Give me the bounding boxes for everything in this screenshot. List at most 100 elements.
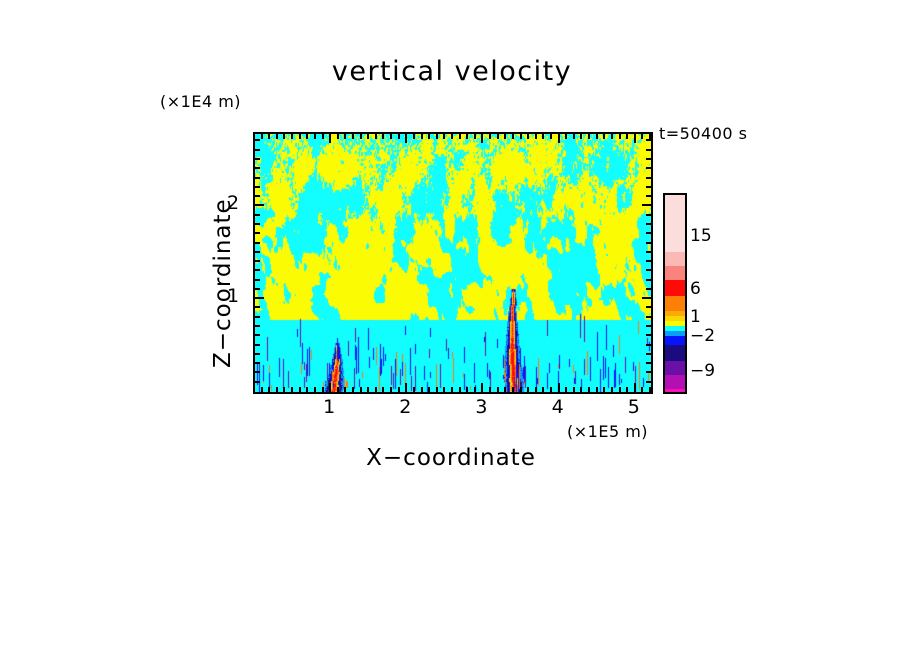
y-tick: [646, 195, 651, 197]
x-tick: [580, 387, 582, 392]
x-tick: [276, 387, 278, 392]
colorbar-tick-label: −2: [690, 326, 716, 346]
x-tick: [421, 387, 423, 392]
x-tick: [398, 387, 400, 392]
y-tick: [646, 251, 651, 253]
x-tick: [596, 134, 598, 139]
x-tick: [512, 134, 514, 139]
x-tick: [459, 387, 461, 392]
x-tick-label: 1: [323, 396, 336, 418]
colorbar-band: [665, 280, 685, 296]
x-tick: [352, 387, 354, 392]
x-tick: [535, 387, 537, 392]
x-tick: [474, 387, 476, 392]
x-tick: [504, 387, 506, 392]
y-tick: [255, 139, 260, 141]
colorbar-tick-label: 15: [690, 226, 712, 246]
x-tick: [611, 387, 613, 392]
y-tick: [255, 288, 260, 290]
x-tick: [520, 387, 522, 392]
x-tick: [641, 134, 643, 139]
x-tick: [512, 387, 514, 392]
x-tick: [451, 134, 453, 139]
y-tick: [255, 353, 260, 355]
y-tick: [646, 316, 651, 318]
y-tick: [646, 242, 651, 244]
y-tick: [646, 325, 651, 327]
x-tick: [565, 387, 567, 392]
x-tick: [276, 134, 278, 139]
x-tick-label: 3: [475, 396, 488, 418]
x-tick-label: 5: [627, 396, 640, 418]
x-tick: [520, 134, 522, 139]
x-tick: [360, 134, 362, 139]
x-tick: [466, 134, 468, 139]
x-tick: [626, 134, 628, 139]
plot-area: [253, 132, 653, 394]
y-tick: [255, 186, 260, 188]
x-tick: [443, 387, 445, 392]
x-tick: [405, 383, 407, 392]
x-tick: [588, 387, 590, 392]
x-tick: [481, 134, 483, 143]
x-tick: [421, 134, 423, 139]
y-tick: [646, 260, 651, 262]
x-tick: [329, 383, 331, 392]
colorbar-band: [665, 195, 685, 252]
x-tick: [344, 387, 346, 392]
x-tick: [634, 383, 636, 392]
x-tick: [588, 134, 590, 139]
y-tick: [646, 167, 651, 169]
x-tick: [603, 387, 605, 392]
y-tick: [255, 204, 264, 206]
x-tick: [558, 134, 560, 143]
x-axis-title: X−coordinate: [366, 445, 536, 471]
y-tick: [646, 269, 651, 271]
colorbar-tick-label: 1: [690, 307, 701, 327]
x-tick: [291, 387, 293, 392]
x-tick: [413, 134, 415, 139]
x-tick-label: 2: [399, 396, 412, 418]
x-tick: [489, 387, 491, 392]
x-tick: [459, 134, 461, 139]
y-tick: [255, 362, 260, 364]
y-tick: [646, 223, 651, 225]
x-tick: [474, 134, 476, 139]
y-tick: [646, 306, 651, 308]
x-tick: [344, 134, 346, 139]
y-tick: [646, 381, 651, 383]
x-tick: [382, 134, 384, 139]
x-tick: [428, 134, 430, 139]
y-tick: [646, 158, 651, 160]
x-tick: [322, 134, 324, 139]
x-tick: [619, 134, 621, 139]
x-tick: [451, 387, 453, 392]
y-tick: [646, 279, 651, 281]
x-tick: [268, 387, 270, 392]
y-tick: [255, 269, 260, 271]
y-tick: [646, 288, 651, 290]
y-tick: [255, 344, 260, 346]
x-tick: [497, 134, 499, 139]
colorbar-band: [665, 321, 685, 326]
x-tick: [558, 383, 560, 392]
x-tick: [550, 387, 552, 392]
x-tick: [306, 134, 308, 139]
y-tick: [646, 139, 651, 141]
velocity-field-heatmap: [255, 134, 651, 392]
x-axis-units-label: (×1E5 m): [567, 422, 649, 441]
x-tick: [481, 383, 483, 392]
x-tick: [337, 134, 339, 139]
colorbar-band: [665, 326, 685, 331]
x-tick: [550, 134, 552, 139]
x-tick: [322, 387, 324, 392]
x-tick: [291, 134, 293, 139]
y-tick: [255, 242, 260, 244]
colorbar-band: [665, 345, 685, 361]
x-tick: [634, 134, 636, 143]
x-tick: [527, 387, 529, 392]
colorbar-tick-label: −9: [690, 361, 716, 381]
x-tick: [299, 387, 301, 392]
y-tick: [255, 306, 260, 308]
